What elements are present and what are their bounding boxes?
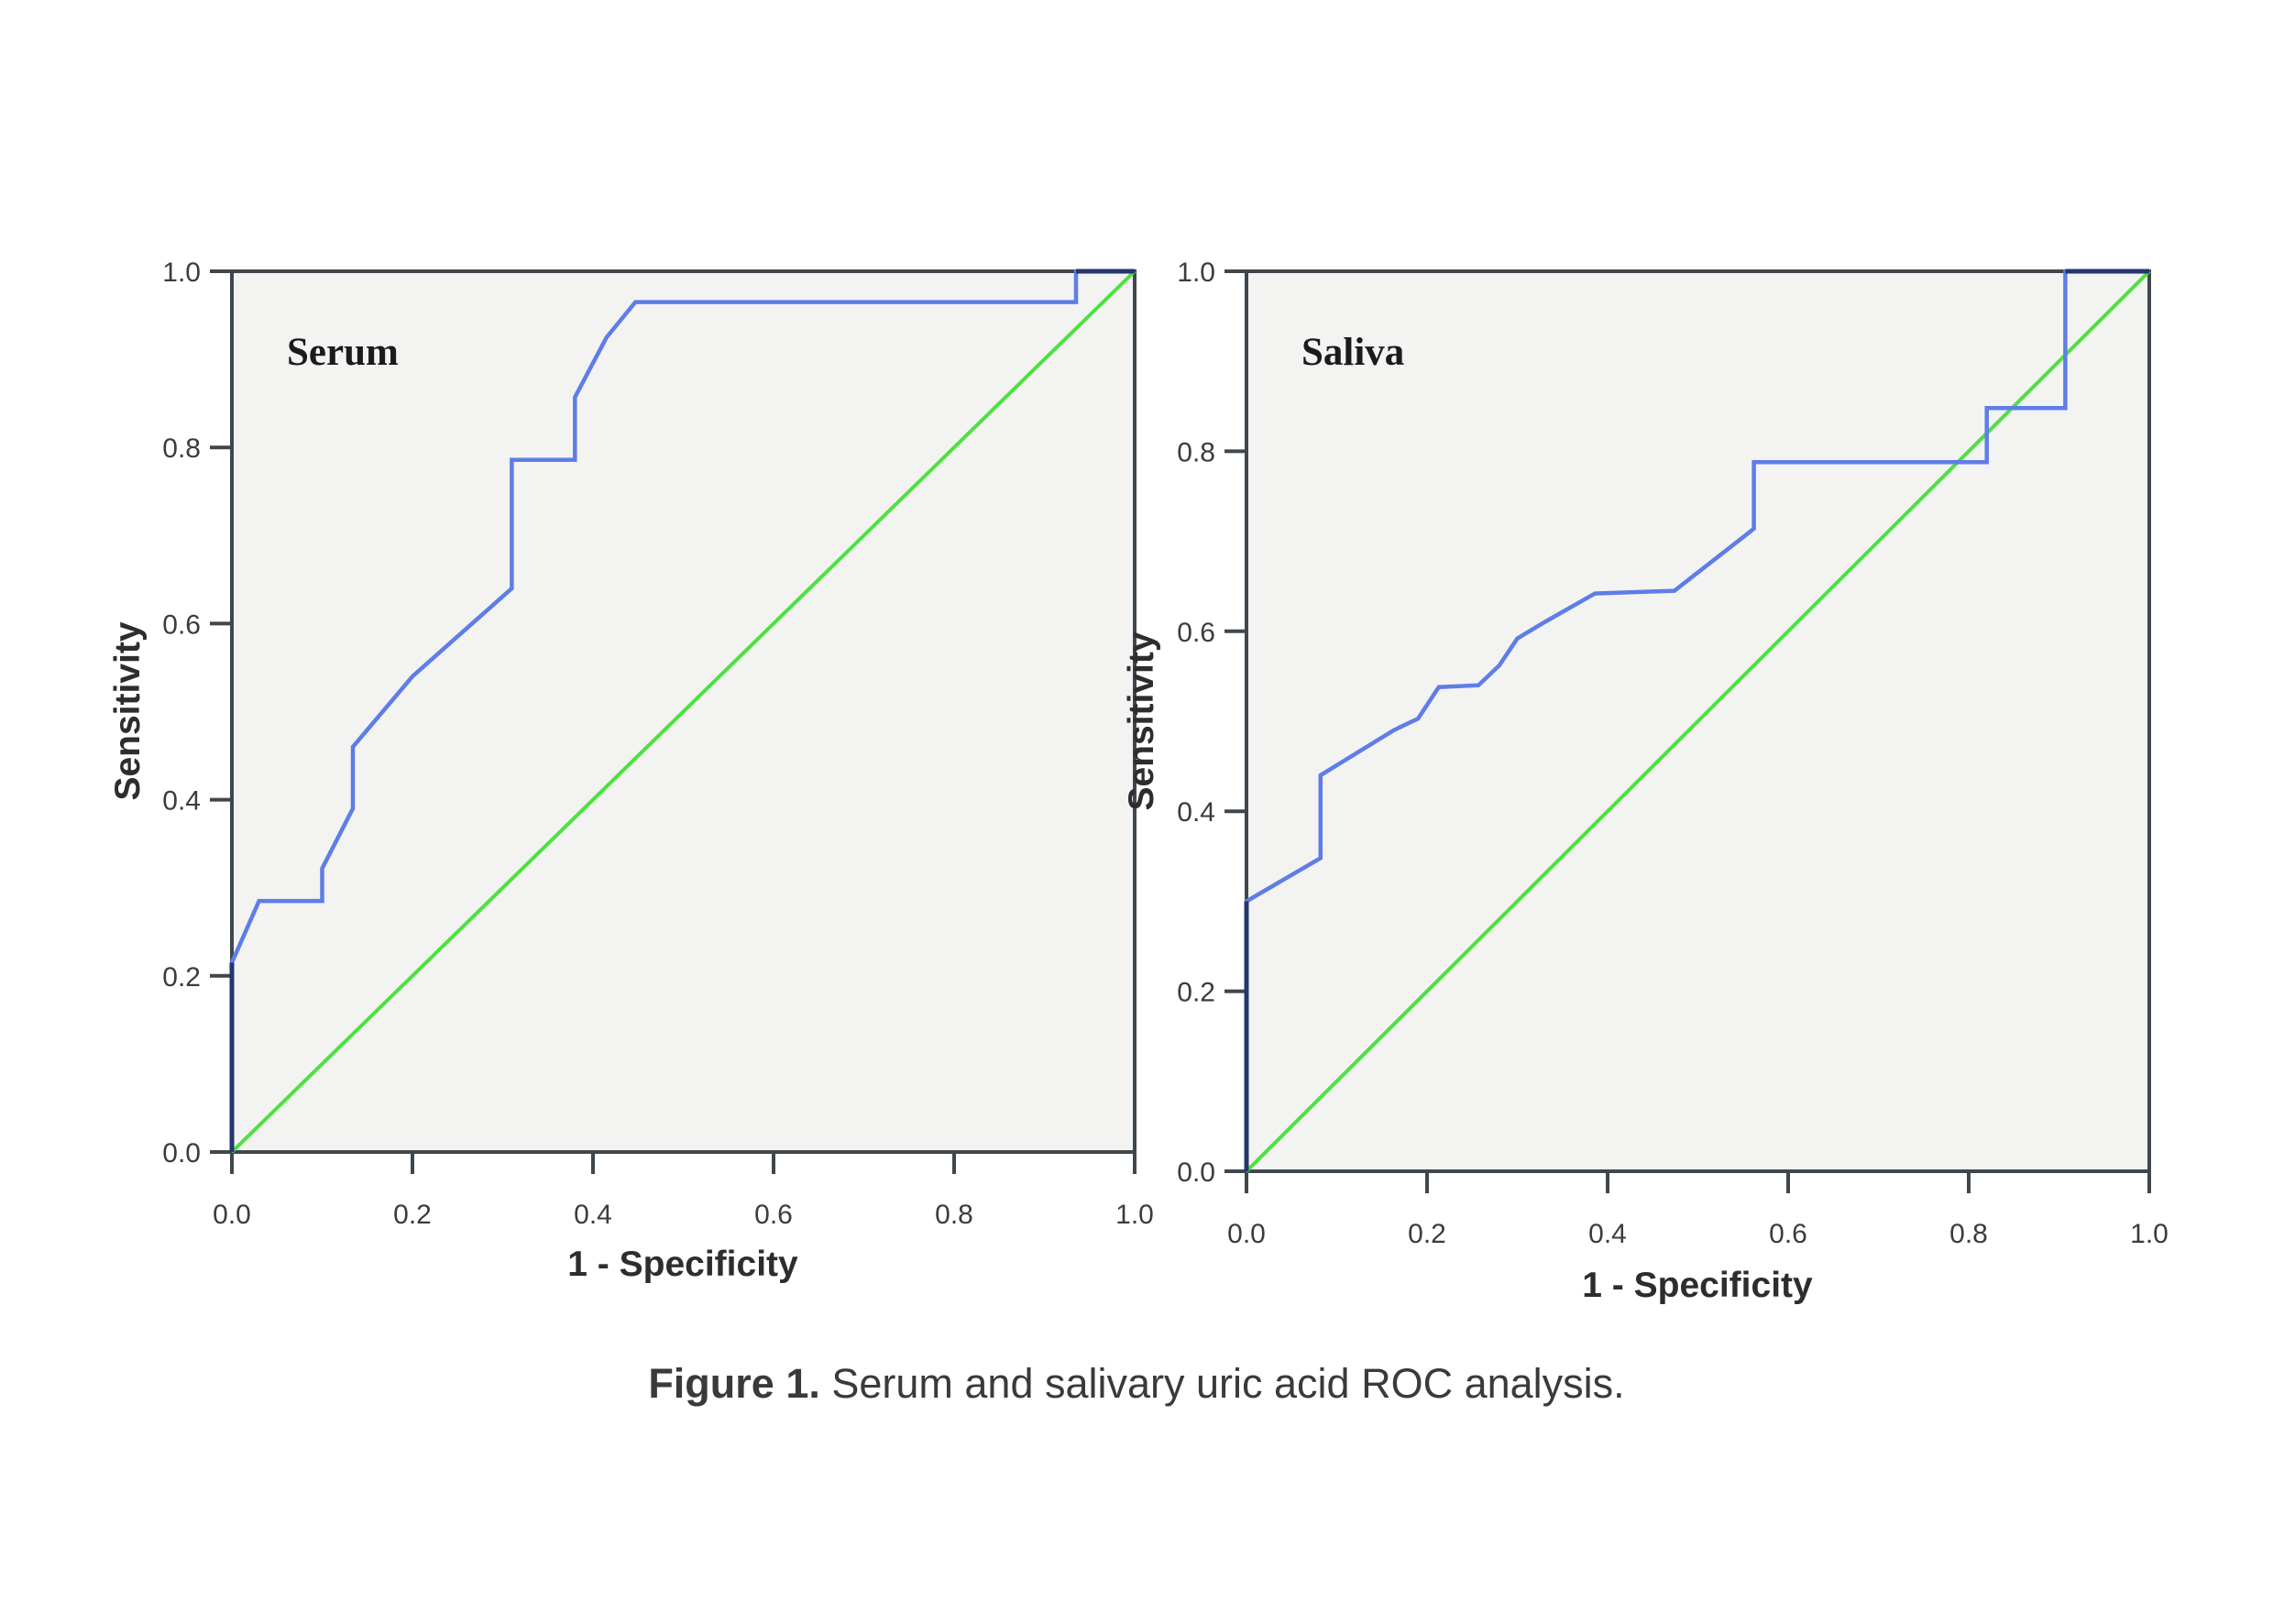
y-tick-label: 1.0 bbox=[1177, 258, 1215, 288]
serum-roc-curve-on-axis bbox=[229, 269, 1135, 1152]
serum-panel: 0.0 0.0 0.2 0.2 0.4 0.4 0.6 0.6 0.8 0.8 1.0 1.0 Ser… bbox=[108, 258, 1154, 1284]
figure-caption-text: Serum and salivary uric acid ROC analysi… bbox=[819, 1360, 1625, 1407]
y-tick-label: 0.4 bbox=[162, 786, 201, 817]
x-tick-label: 0.4 bbox=[1588, 1219, 1627, 1249]
saliva-roc-curve-on-axis bbox=[1244, 269, 2149, 1171]
serum-reference-line bbox=[230, 269, 1136, 1154]
saliva-panel-title: Saliva bbox=[1301, 331, 1404, 374]
x-tick-label: 1.0 bbox=[2130, 1219, 2169, 1249]
serum-panel-title: Serum bbox=[287, 331, 399, 374]
x-tick-label: 0.2 bbox=[1408, 1219, 1446, 1249]
x-tick-label: 0.8 bbox=[1949, 1219, 1988, 1249]
saliva-roc-curve bbox=[1244, 269, 2149, 1171]
serum-plot-frame bbox=[230, 269, 1136, 1154]
figure-caption: Figure 1. Serum and salivary uric acid R… bbox=[0, 1360, 2273, 1408]
y-tick-label: 0.0 bbox=[1177, 1158, 1215, 1188]
x-tick-label: 0.0 bbox=[1227, 1219, 1266, 1249]
serum-x-axis-title: 1 - Specificity bbox=[567, 1245, 798, 1284]
x-tick-label: 0.4 bbox=[574, 1200, 612, 1230]
saliva-reference-line bbox=[1245, 269, 2151, 1173]
y-tick-label: 0.6 bbox=[162, 609, 201, 640]
serum-roc-curve bbox=[229, 269, 1135, 1152]
x-tick-label: 0.8 bbox=[935, 1200, 973, 1230]
y-tick-label: 0.2 bbox=[1177, 978, 1215, 1008]
y-tick-label: 0.8 bbox=[1177, 437, 1215, 467]
serum-axis-ticks: 0.0 0.0 0.2 0.2 0.4 0.4 0.6 0.6 0.8 0.8 1.0 1.0 bbox=[162, 258, 1154, 1230]
y-tick-label: 0.0 bbox=[162, 1138, 201, 1169]
saliva-panel: 0.0 0.0 0.2 0.2 0.4 0.4 0.6 0.6 0.8 0.8 1.0 1.0 Sal… bbox=[1122, 258, 2169, 1305]
y-tick-label: 0.2 bbox=[162, 962, 201, 993]
saliva-x-axis-title: 1 - Specificity bbox=[1582, 1266, 1813, 1305]
saliva-axis-ticks: 0.0 0.0 0.2 0.2 0.4 0.4 0.6 0.6 0.8 0.8 1.0 1.0 bbox=[1177, 258, 2169, 1249]
y-tick-label: 0.8 bbox=[162, 433, 201, 464]
y-tick-label: 0.6 bbox=[1177, 618, 1215, 648]
x-tick-label: 0.6 bbox=[1769, 1219, 1807, 1249]
saliva-y-axis-title: Sensitivity bbox=[1122, 631, 1161, 810]
x-tick-label: 1.0 bbox=[1115, 1200, 1154, 1230]
x-tick-label: 0.6 bbox=[754, 1200, 793, 1230]
y-tick-label: 0.4 bbox=[1177, 797, 1215, 828]
serum-y-axis-title: Sensitivity bbox=[108, 621, 148, 800]
x-tick-label: 0.0 bbox=[213, 1200, 251, 1230]
figure-caption-label: Figure 1. bbox=[648, 1360, 820, 1407]
saliva-plot-frame bbox=[1245, 269, 2151, 1173]
y-tick-label: 1.0 bbox=[162, 258, 201, 288]
x-tick-label: 0.2 bbox=[393, 1200, 432, 1230]
